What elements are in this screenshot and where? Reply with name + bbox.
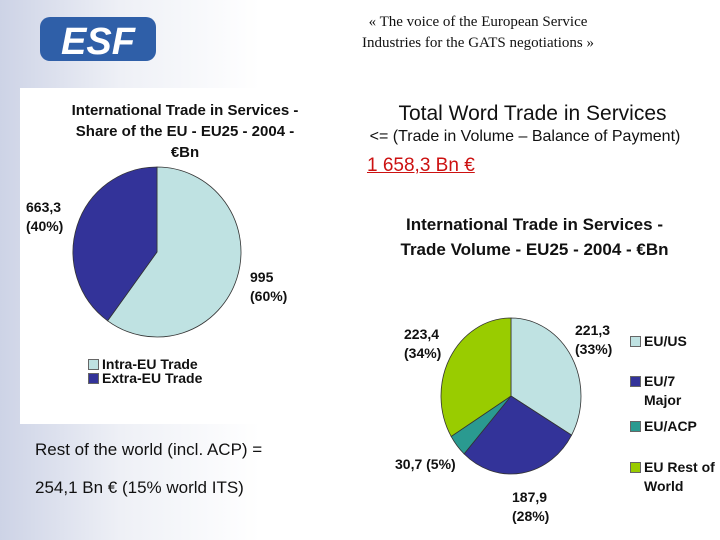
chart1-title-line-2: Share of the EU - EU25 - 2004 - [75,123,295,140]
legend-swatch-acp [630,420,641,432]
chart1-intra-label: 995 (60%) [250,268,287,306]
legend-label-extra: Extra-EU Trade [102,370,203,386]
chart2-slice-eu-us [510,317,582,436]
chart1-slice-extra-eu-trade [72,166,158,322]
chart2-major-value: 187,9 [512,489,548,505]
legend-label-acp: EU/ACP [644,418,697,434]
chart2-us-value: 221,3 [575,322,611,338]
legend-swatch-us [630,335,641,347]
total-trade-value: 1 658,3 Bn € [367,155,475,176]
eu-share-pie [72,166,242,338]
chart2-row-value: 223,4 [404,326,440,342]
chart2-legend-us: EU/US [630,333,687,349]
chart2-acp-label: 30,7 (5%) [395,456,456,472]
chart2-slice-eu-rest-of-world [440,317,512,438]
trade-volume-pie [440,317,582,475]
chart2-title-line-1: International Trade in Services - [406,215,663,234]
total-trade-subtitle: <= (Trade in Volume – Balance of Payment… [369,128,681,145]
chart1-intra-pct: (60%) [250,288,288,304]
chart2-slice-eu-7-major [463,395,573,475]
tagline: « The voice of the European Service Indu… [318,12,638,54]
chart2-us-label: 221,3 (33%) [575,321,612,359]
esf-logo: ESF [40,17,156,63]
chart1-extra-value: 663,3 [26,199,62,215]
chart1-title-line-1: International Trade in Services - [71,102,299,119]
chart2-us-pct: (33%) [575,341,613,357]
chart2-legend-row: EU Rest of World [630,458,720,496]
legend-swatch-row [630,462,641,473]
logo-text: ESF [61,21,137,63]
chart1-extra-label: 663,3 (40%) [26,198,63,236]
chart2-title-line-2: Trade Volume - EU25 - 2004 - €Bn [400,240,669,259]
legend-label-intra: Intra-EU Trade [102,356,198,372]
chart2-major-pct: (28%) [512,508,550,524]
total-trade-title: Total Word Trade in Services [398,102,667,125]
chart2-major-label: 187,9 (28%) [512,488,549,526]
legend-swatch-extra [88,372,99,384]
chart2-row-label: 223,4 (34%) [404,325,441,363]
chart1-legend-extra: Extra-EU Trade [88,370,202,386]
chart2-row-pct: (34%) [404,345,442,361]
rest-of-world-line-1: Rest of the world (incl. ACP) = [35,440,263,459]
tagline-line-1: « The voice of the European Service [368,14,588,30]
tagline-line-2: Industries for the GATS negotiations » [361,35,595,51]
legend-label-us: EU/US [644,333,687,349]
legend-label-major: EU/7 Major [644,373,682,408]
legend-swatch-major [630,376,641,387]
chart1-intra-value: 995 [250,269,274,285]
rest-of-world-line-2: 254,1 Bn € (15% world ITS) [35,478,244,497]
legend-label-row: EU Rest of World [644,459,715,494]
chart1-legend-intra: Intra-EU Trade [88,356,198,372]
chart1-title-line-3: €Bn [170,144,200,161]
chart2-legend-acp: EU/ACP [630,418,697,434]
chart2-title: International Trade in Services - Trade … [362,212,707,262]
chart1-title: International Trade in Services - Share … [20,100,350,163]
chart1-extra-pct: (40%) [26,218,64,234]
chart2-legend-major: EU/7 Major [630,372,706,410]
chart1-slice-intra-eu-trade [107,166,242,338]
legend-swatch-intra [88,358,99,370]
